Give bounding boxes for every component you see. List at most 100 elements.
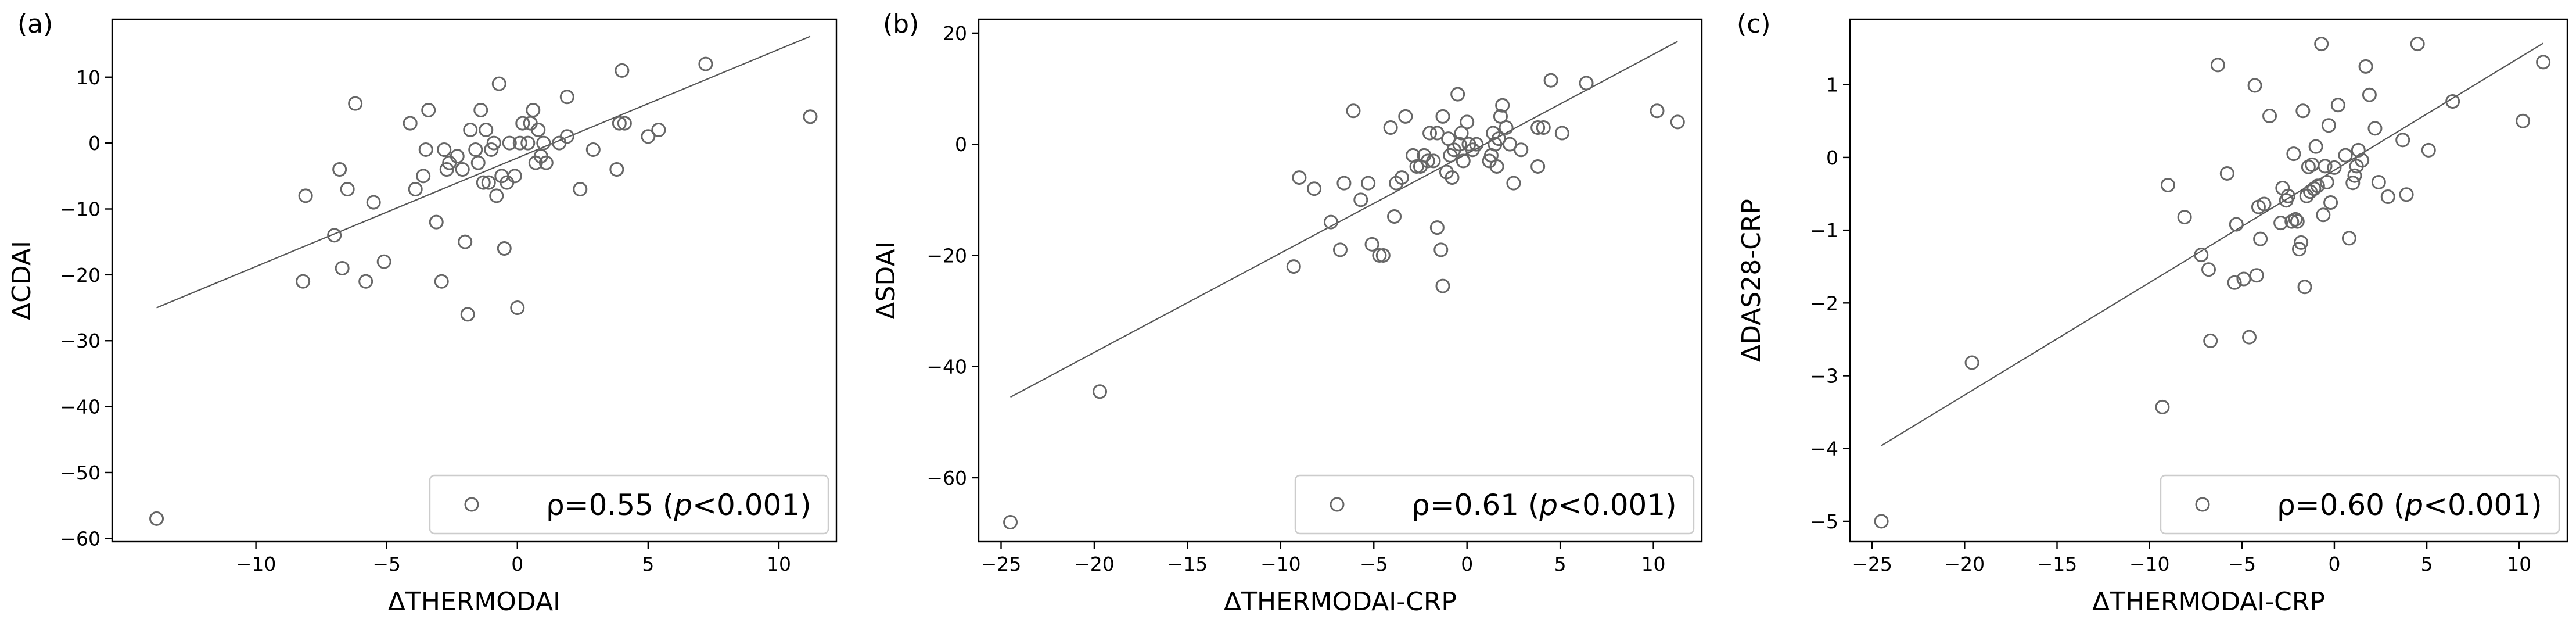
data-point (2210, 58, 2225, 73)
data-point (2395, 133, 2410, 148)
legend-rho-text: ρ=0.61 ( (1411, 488, 1539, 522)
data-point (497, 241, 512, 256)
data-point (526, 102, 541, 117)
data-point (460, 307, 475, 322)
data-point (458, 234, 473, 249)
legend-p-value: <0.001) (692, 488, 811, 522)
data-point (473, 102, 488, 117)
data-point (698, 56, 713, 71)
data-point (1364, 237, 1379, 252)
panel-2: (b) −25 −20 −15 −10 −5 0 5 10 20 0 −20 −40 −60 ΔTHERMO… (871, 9, 1703, 617)
legend-label: ρ=0.60 (p<0.001) (2277, 488, 2542, 522)
data-point (538, 155, 554, 170)
data-point (1394, 170, 1409, 185)
legend-box (1294, 474, 1695, 535)
data-point (491, 76, 506, 91)
data-point (476, 175, 491, 190)
data-point (2310, 178, 2325, 194)
legend-p-symbol: p (2404, 488, 2423, 522)
data-point (1874, 514, 1889, 529)
x-tick-label: −20 (1945, 553, 1985, 575)
y-tick-label: −40 (926, 356, 967, 378)
data-point (2362, 87, 2377, 102)
legend-rho-text: ρ=0.55 ( (546, 488, 674, 522)
x-tick-label: 5 (1554, 553, 1567, 575)
data-point (2351, 142, 2366, 158)
y-tick-label: 0 (88, 132, 100, 155)
data-point (1429, 126, 1445, 141)
data-point (1387, 209, 1402, 224)
legend-p-value: <0.001) (2423, 488, 2542, 522)
data-point (1426, 153, 1441, 169)
panel-1: (a)−10 −5 0 5 10100−10−20−30−40−50−60ΔTHERMO… (7, 9, 838, 617)
x-tick-label: 0 (2328, 553, 2340, 575)
data-point (358, 274, 373, 289)
legend-p-value: <0.001) (1558, 488, 1677, 522)
data-point (2257, 196, 2272, 212)
data-point (507, 169, 522, 184)
data-point (651, 122, 666, 137)
data-point (434, 274, 449, 289)
x-axis-label: ΔTHERMODAI-CRP (2092, 587, 2325, 617)
data-point (515, 116, 530, 131)
y-tick-label: −1 (1810, 219, 1838, 242)
x-tick-label: 10 (1641, 553, 1666, 575)
data-point (470, 155, 486, 170)
data-point (1489, 159, 1504, 174)
data-point (1491, 131, 1506, 146)
legend-marker (1330, 497, 1345, 512)
panel-3: (c)−25 −20 −15 −10 −5 0 5 1010−1−2−3−4−5ΔTHERMO… (1737, 9, 2568, 617)
data-point (335, 261, 350, 276)
legend-box (2160, 474, 2560, 535)
y-axis-label: ΔCDAI (7, 241, 37, 320)
regression-line (1010, 41, 1678, 398)
legend-marker (464, 497, 479, 512)
data-point (403, 116, 418, 131)
data-point (1502, 137, 1517, 152)
data-point (2160, 177, 2175, 192)
data-point (1499, 120, 1514, 135)
legend-rho-text: ρ=0.60 ( (2277, 488, 2405, 522)
data-point (2367, 121, 2383, 136)
y-tick-label: 0 (1826, 146, 1838, 169)
data-point (2327, 160, 2342, 175)
data-point (429, 214, 444, 230)
legend-box (429, 474, 829, 535)
data-point (1346, 103, 1361, 119)
legend: ρ=0.55 (p<0.001) (429, 474, 829, 535)
data-point (2280, 188, 2295, 203)
data-point (2305, 157, 2320, 172)
data-point (2194, 248, 2209, 263)
y-tick-label: −20 (926, 244, 967, 267)
data-point (2286, 146, 2301, 162)
data-point (615, 63, 630, 78)
data-point (1670, 114, 1685, 130)
y-tick-label: 0 (955, 133, 967, 156)
data-point (2410, 37, 2425, 52)
data-point (1323, 214, 1338, 230)
data-point (2299, 188, 2314, 203)
data-point (2338, 148, 2353, 163)
data-point (421, 102, 436, 117)
data-point (2536, 55, 2551, 70)
data-point (416, 169, 431, 184)
data-point (612, 116, 627, 131)
data-point (2201, 262, 2216, 277)
data-point (2294, 235, 2309, 250)
data-point (2249, 268, 2264, 283)
data-point (1450, 87, 1465, 102)
y-tick-label: −10 (60, 198, 100, 220)
legend-p-symbol: p (1539, 488, 1558, 522)
data-point (1530, 159, 1546, 174)
data-point (489, 188, 504, 203)
x-tick-label: 10 (767, 553, 791, 575)
data-point (455, 162, 470, 177)
data-point (1506, 176, 1521, 191)
y-tick-label: −60 (926, 467, 967, 489)
data-point (468, 142, 483, 157)
data-point (1554, 126, 1569, 141)
data-point (298, 188, 313, 203)
legend: ρ=0.61 (p<0.001) (1294, 474, 1695, 535)
data-point (1445, 170, 1460, 185)
